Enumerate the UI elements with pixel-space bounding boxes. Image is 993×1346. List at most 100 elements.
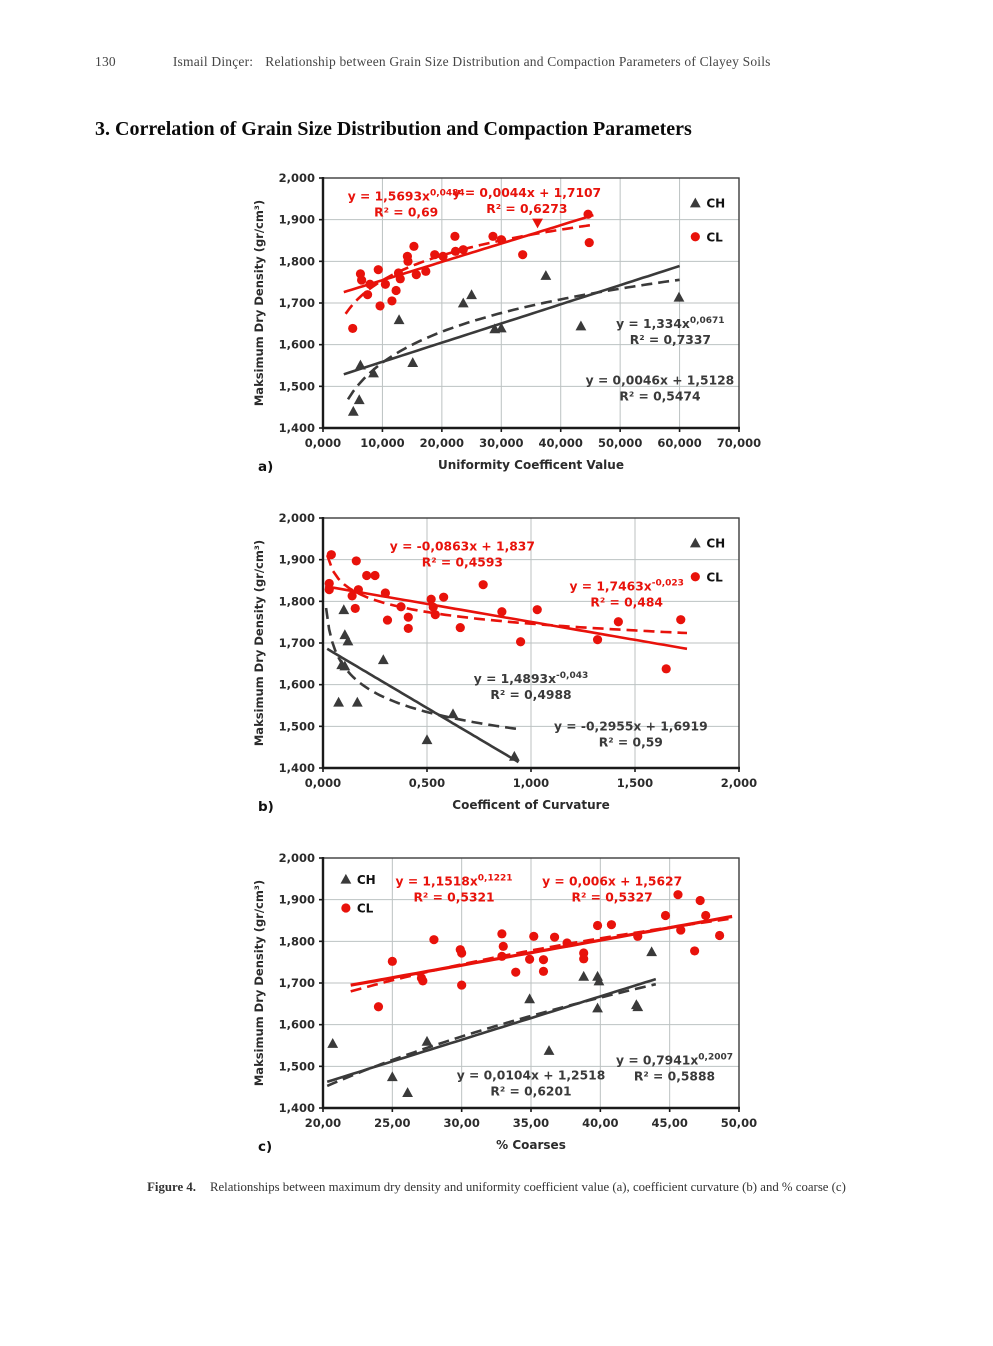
series-cl: [373, 890, 725, 1012]
cl-point: [373, 1002, 384, 1012]
y-tick-label: 1,700: [279, 636, 315, 650]
panel-label: a): [258, 459, 273, 475]
x-axis: 20,00 25,00 30,00 35,00 40,00 45,00 50,00 % Coa…: [305, 1108, 757, 1152]
ch-point: [386, 1071, 398, 1082]
cl-point: [351, 556, 361, 566]
cl-point: [498, 941, 508, 951]
cl-point: [411, 270, 421, 280]
chart-c-svg: 20,00 25,00 30,00 35,00 40,00 45,00 50,00 % Coa…: [252, 851, 757, 1155]
cl-point: [562, 938, 572, 948]
cl-point: [690, 946, 700, 956]
equation-annotation: y = 0,0046x + 1,5128 R² = 0,5474: [586, 373, 735, 403]
cl-point: [488, 231, 498, 241]
cl-point: [676, 925, 686, 935]
cl-point: [584, 237, 594, 248]
x-tick-label: 30,000: [479, 436, 523, 450]
x-axis-label: Uniformity Coefficent Value: [438, 458, 624, 472]
cl-point: [353, 585, 363, 595]
cl-point: [326, 550, 336, 560]
ch-point: [327, 1038, 339, 1048]
y-axis-label: Maksimum Dry Density (gr/cm³): [252, 540, 266, 746]
panel-label: b): [258, 799, 274, 815]
cl-point: [450, 246, 461, 256]
equation-annotation: y = -0,2955x + 1,6919 R² = 0,59: [554, 720, 708, 750]
series-cl: [324, 550, 686, 674]
cl-point: [380, 588, 390, 598]
cl-point: [592, 920, 603, 931]
cl-point: [457, 980, 467, 990]
x-axis-label: % Coarses: [496, 1138, 566, 1152]
ch-point: [393, 314, 405, 325]
ch-point: [407, 357, 419, 367]
legend-ch-label: CH: [706, 537, 725, 551]
ch-point: [447, 708, 459, 719]
gridlines: [323, 858, 739, 1108]
legend-ch-marker: [340, 873, 352, 884]
equation-annotation: y = 0,0044x + 1,7107 R² = 0,6273: [453, 186, 602, 216]
cl-point: [532, 605, 542, 615]
legend-ch-label: CH: [706, 197, 725, 211]
ch-point: [339, 660, 351, 671]
equation-text: y = 0,0104x + 1,2518: [457, 1068, 606, 1082]
x-tick-label: 30,00: [443, 1116, 479, 1130]
ch-point: [347, 405, 359, 416]
ch-point: [632, 1001, 644, 1012]
legend-cl-marker: [690, 232, 700, 242]
ch-point: [592, 1002, 603, 1013]
cl-point: [579, 954, 589, 964]
cl-point: [409, 241, 419, 251]
series-ch: [347, 270, 685, 416]
cl-point: [538, 966, 549, 976]
x-tick-label: 50,000: [598, 436, 642, 450]
equation-text: R² = 0,7337: [630, 333, 711, 347]
trendline-ch-power: [326, 982, 657, 1088]
page-number: 130: [95, 54, 116, 69]
trendline-cl-linear: [343, 213, 594, 294]
cl-point: [370, 570, 380, 581]
y-tick-label: 1,600: [279, 338, 315, 352]
cl-point: [421, 266, 431, 276]
y-tick-label: 1,400: [279, 761, 315, 775]
trendline-cl-power: [350, 917, 733, 993]
cl-point: [613, 617, 623, 627]
legend: CH CL: [689, 537, 725, 584]
equation-text: R² = 0,6273: [486, 202, 567, 216]
x-tick-label: 20,00: [305, 1116, 341, 1130]
cl-point: [478, 580, 488, 590]
ch-point: [578, 970, 590, 981]
ch-point: [540, 270, 552, 280]
ch-point: [466, 289, 477, 300]
chart-a-svg: 0,000 10,000 20,000 30,000 40,000 50,000 60,00…: [252, 171, 761, 475]
x-tick-label: 0,000: [305, 436, 341, 450]
page-header: 130 Ismail Dinçer: Relationship between Gr…: [95, 54, 935, 70]
cl-point: [549, 932, 560, 942]
equation-annotation: y = 0,0104x + 1,2518 R² = 0,6201: [457, 1068, 606, 1098]
cl-point: [348, 323, 358, 334]
cl-point: [403, 256, 413, 266]
ch-point: [333, 696, 344, 707]
equation-text: R² = 0,59: [599, 736, 663, 750]
panel-label: c): [258, 1139, 272, 1155]
y-tick-label: 1,500: [279, 379, 315, 393]
gridlines: [323, 518, 739, 768]
cl-point: [450, 231, 460, 241]
cl-point: [418, 976, 428, 986]
cl-point: [347, 591, 357, 601]
y-tick-label: 1,400: [279, 421, 315, 435]
legend-ch-marker: [689, 197, 701, 208]
y-tick-label: 1,800: [279, 934, 315, 948]
trendline-cl-power: [325, 554, 688, 635]
cl-point: [701, 910, 711, 921]
ch-point: [421, 734, 433, 745]
cl-point: [430, 610, 440, 620]
ch-point: [377, 654, 389, 665]
series-cl: [348, 209, 594, 334]
equation-text: R² = 0,5888: [634, 1069, 715, 1083]
cl-point-triangle-down: [532, 218, 543, 229]
y-tick-label: 1,500: [279, 719, 315, 733]
y-tick-label: 1,600: [279, 1018, 315, 1032]
equation-annotation: y = 1,5693x0,0484 R² = 0,69: [348, 189, 465, 220]
x-tick-label: 40,00: [582, 1116, 618, 1130]
cl-point: [362, 290, 373, 300]
cl-point: [529, 931, 539, 941]
